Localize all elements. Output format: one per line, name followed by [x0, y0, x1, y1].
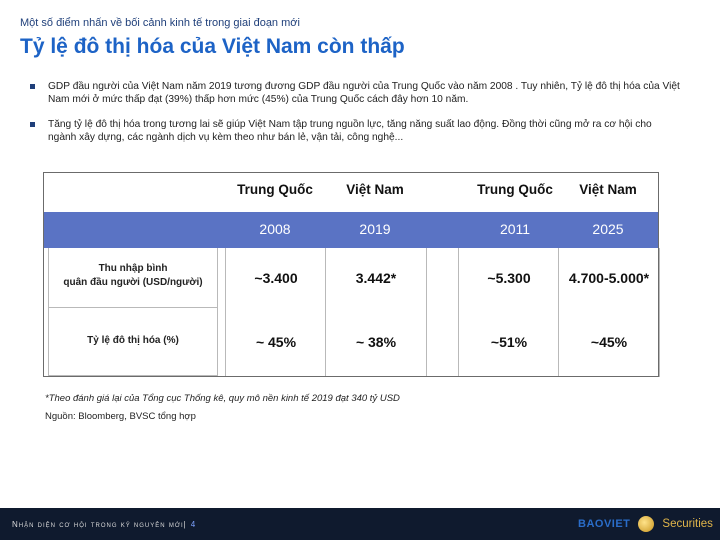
- table-border-top: [43, 172, 659, 173]
- table-cell: ~5.300: [458, 248, 560, 309]
- bullet-square-icon: [30, 122, 35, 127]
- row-label: Tỷ lệ đô thị hóa (%): [48, 308, 218, 376]
- column-header-country: Việt Nam: [579, 182, 637, 197]
- footer-bar: [0, 508, 720, 540]
- logo-text: BAOVIET: [578, 518, 631, 530]
- table-cell: 4.700-5.000*: [558, 248, 660, 309]
- source-note: Nguồn: Bloomberg, BVSC tổng hợp: [45, 411, 196, 422]
- footer-text: Nhận diện cơ hội trong kỷ nguyên mới: [12, 520, 184, 529]
- footer-separator: |: [183, 520, 187, 529]
- column-header-country: Trung Quốc: [237, 182, 313, 197]
- bullet-text: GDP đầu người của Việt Nam năm 2019 tươn…: [48, 81, 680, 105]
- slide-subtitle: Một số điểm nhấn về bối cảnh kinh tế tro…: [20, 17, 300, 29]
- table-cell: ~ 38%: [325, 308, 427, 377]
- table-cell: ~3.400: [225, 248, 327, 309]
- table-cell: 3.442*: [325, 248, 427, 309]
- column-header-year: 2011: [499, 221, 531, 237]
- logo-emblem-icon: [638, 516, 655, 532]
- bullet-item: GDP đầu người của Việt Nam năm 2019 tươn…: [30, 80, 680, 106]
- logo-secondary-text: Securities: [662, 518, 713, 530]
- row-label-line: quân đầu người (USD/người): [63, 277, 203, 288]
- bullet-square-icon: [30, 84, 35, 89]
- table-border-left: [43, 172, 44, 377]
- column-header-year: 2019: [359, 221, 391, 237]
- table-cell: ~ 45%: [225, 308, 327, 377]
- row-label: Thu nhập bình quân đầu người (USD/người): [48, 248, 218, 308]
- row-label-line: Thu nhập bình: [98, 263, 168, 274]
- company-logo: BAOVIET Securities: [578, 513, 713, 535]
- table-border-right: [658, 172, 659, 377]
- bullet-text: Tăng tỷ lệ đô thị hóa trong tương lai sẽ…: [48, 119, 652, 143]
- table-cell: ~45%: [558, 308, 660, 377]
- column-header-year: 2008: [259, 221, 291, 237]
- footnote: *Theo đánh giá lại của Tổng cục Thống kê…: [45, 393, 400, 404]
- column-header-country: Trung Quốc: [477, 182, 553, 197]
- table-border-bottom: [43, 376, 659, 377]
- row-label-line: Tỷ lệ đô thị hóa (%): [87, 335, 179, 346]
- bullet-list: GDP đầu người của Việt Nam năm 2019 tươn…: [30, 80, 680, 156]
- year-header-bar: [43, 212, 659, 248]
- column-header-year: 2025: [592, 221, 624, 237]
- footer-caption: Nhận diện cơ hội trong kỷ nguyên mới| 4: [12, 520, 196, 529]
- column-header-country: Việt Nam: [346, 182, 404, 197]
- slide-title: Tỷ lệ đô thị hóa của Việt Nam còn thấp: [20, 35, 405, 58]
- table-cell: ~51%: [458, 308, 560, 377]
- page-number: 4: [190, 520, 197, 529]
- bullet-item: Tăng tỷ lệ đô thị hóa trong tương lai sẽ…: [30, 118, 680, 144]
